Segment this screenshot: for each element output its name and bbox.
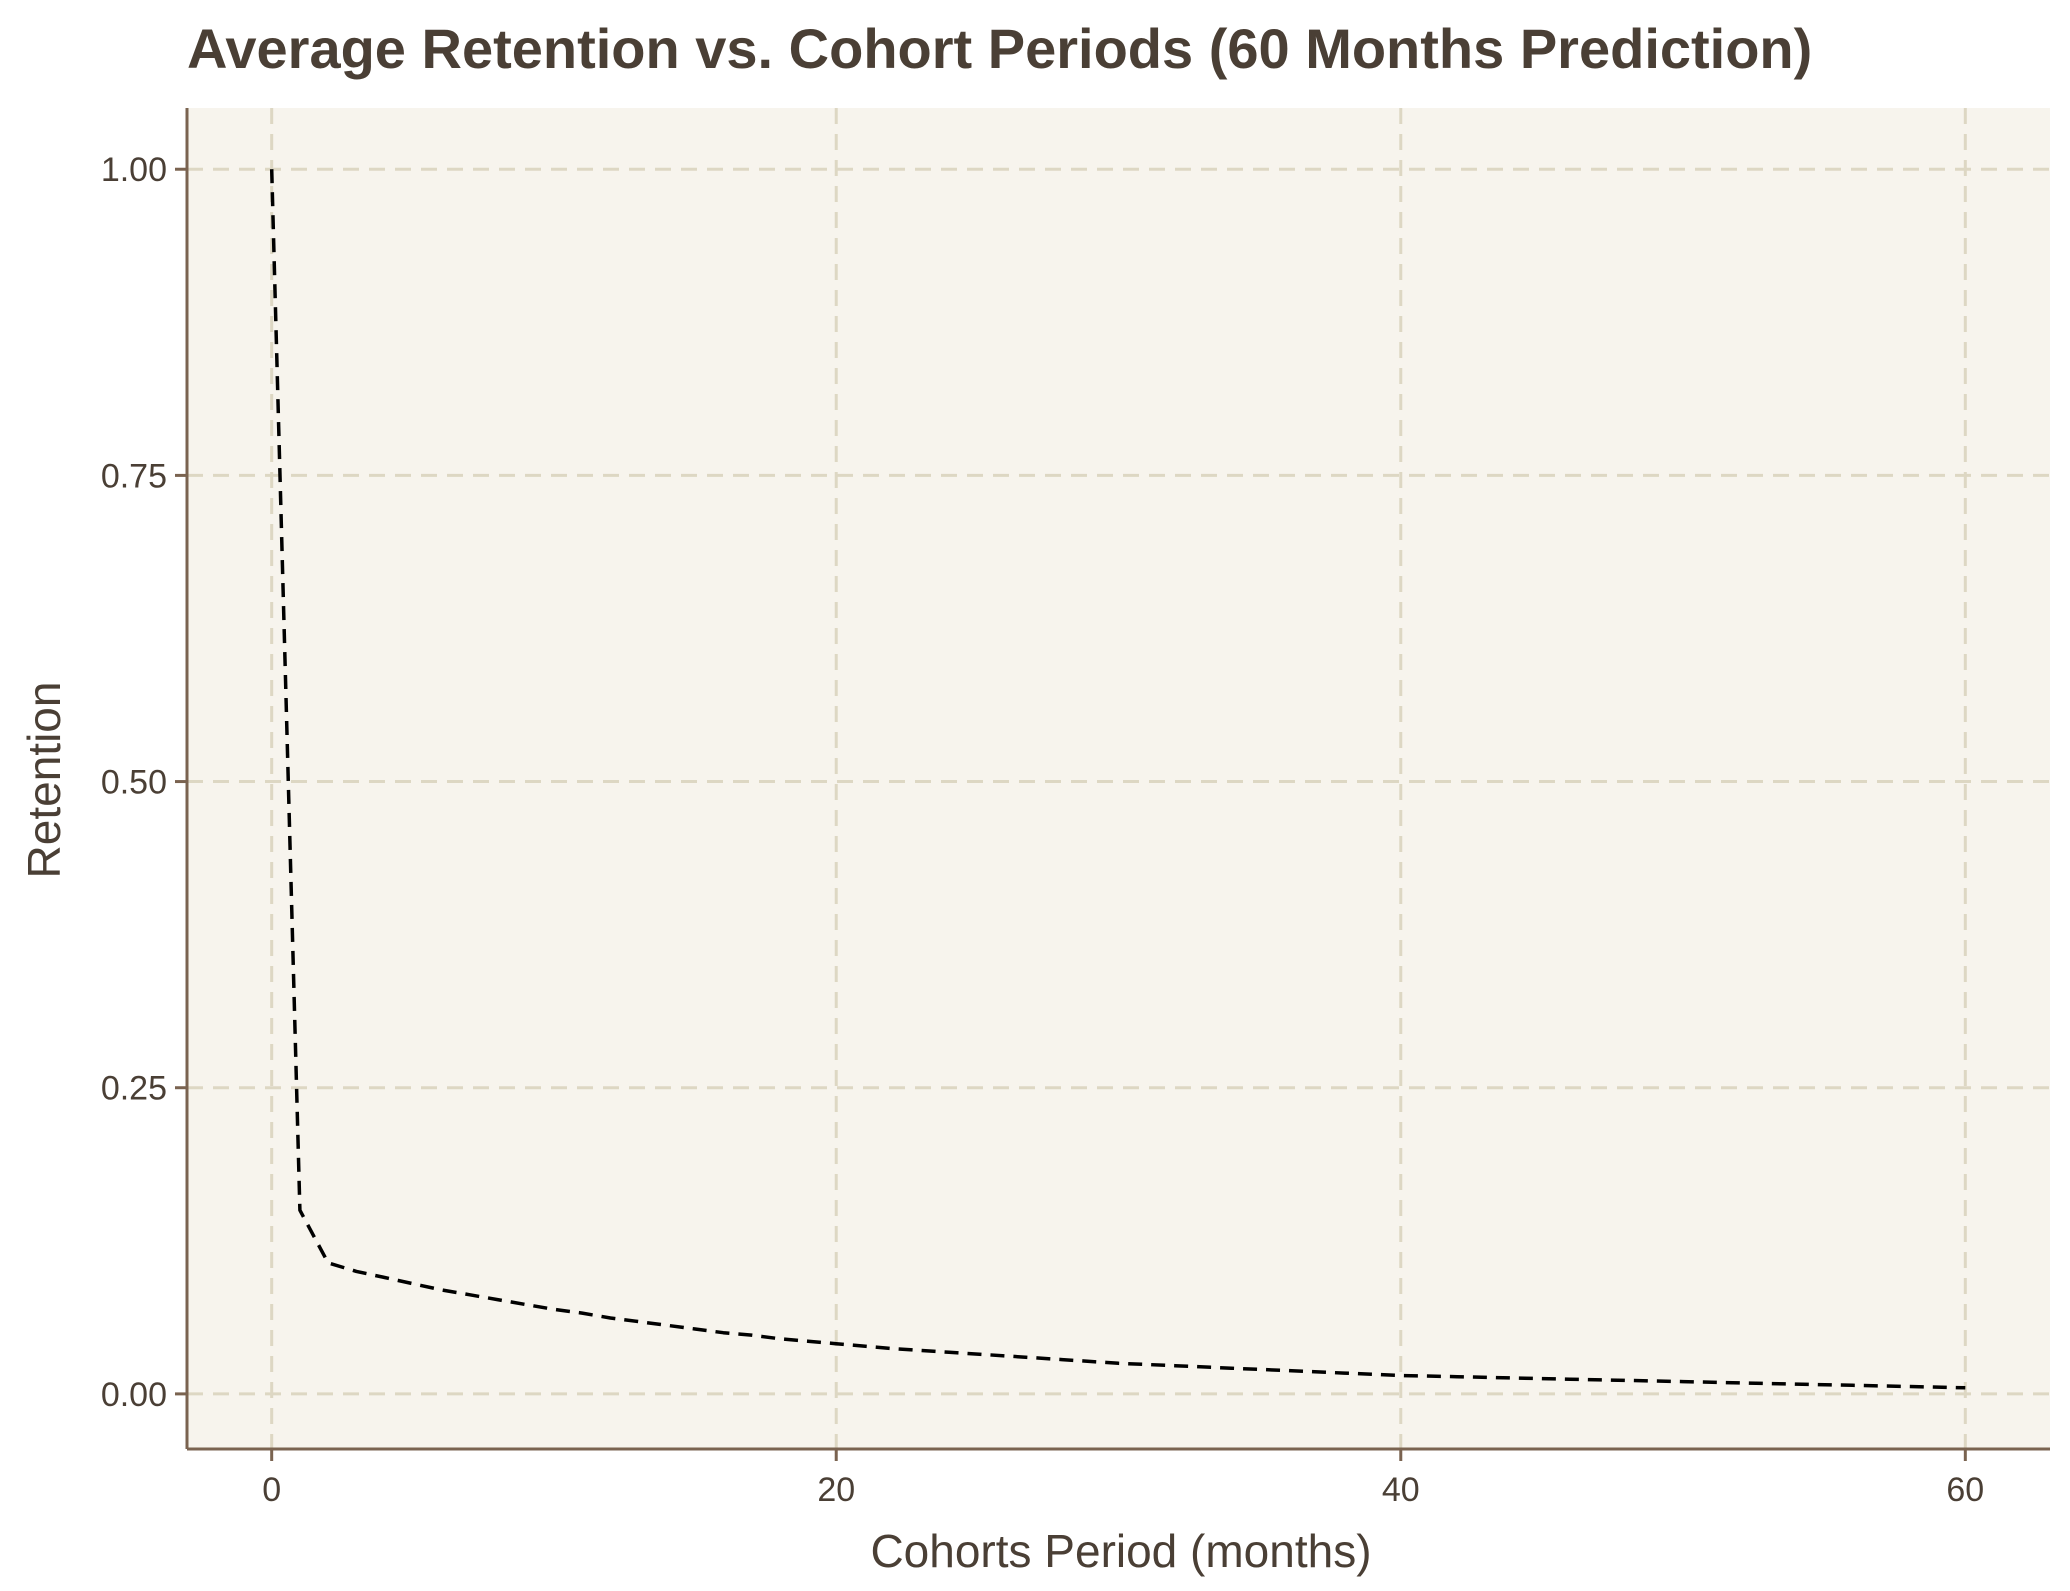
x-axis-title: Cohorts Period (months) xyxy=(870,1525,1371,1577)
y-axis-title: Retention xyxy=(18,682,70,879)
x-tick-label: 60 xyxy=(1946,1471,1984,1509)
plot-panel-background xyxy=(187,108,2050,1449)
x-tick-label: 40 xyxy=(1382,1471,1420,1509)
y-tick-label: 0.25 xyxy=(101,1070,167,1108)
plot-area: 0.00 0.25 0.50 0.75 1.00 0 20 40 60 xyxy=(101,108,2050,1509)
y-tick-label: 1.00 xyxy=(101,151,167,189)
x-tick-label: 0 xyxy=(262,1471,281,1509)
y-tick-label: 0.75 xyxy=(101,457,167,495)
retention-line xyxy=(269,169,1966,1390)
x-tick-label: 20 xyxy=(817,1471,855,1509)
chart-title: Average Retention vs. Cohort Periods (60… xyxy=(187,17,1812,80)
y-tick-label: 0.00 xyxy=(101,1376,167,1414)
y-tick-label: 0.50 xyxy=(101,764,167,802)
